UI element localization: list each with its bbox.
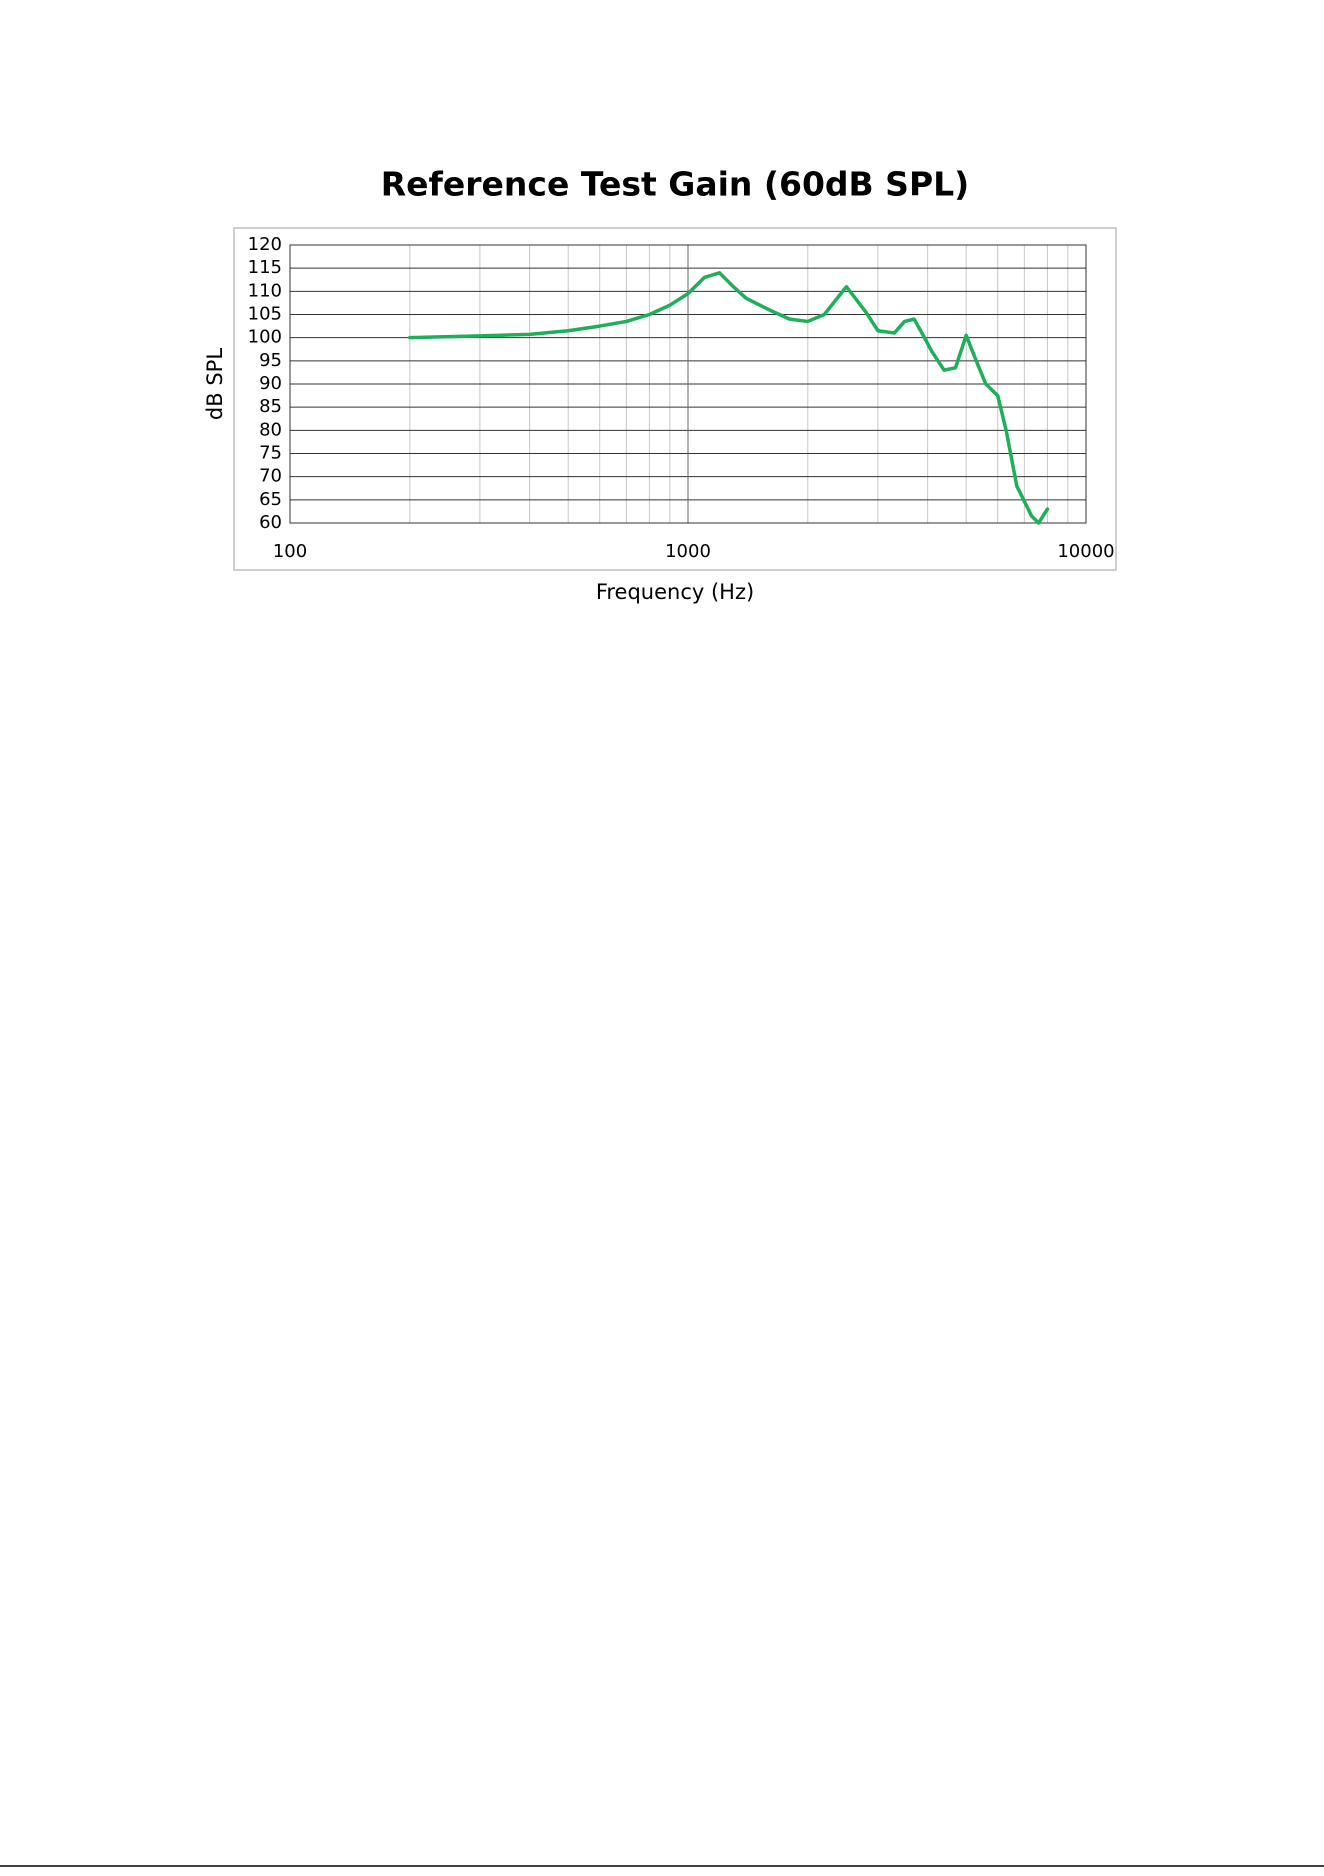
y-tick-label: 120 xyxy=(248,234,282,255)
y-tick-label: 90 xyxy=(259,373,282,394)
y-tick-label: 95 xyxy=(259,350,282,371)
x-tick-label: 10000 xyxy=(1057,541,1114,562)
x-tick-label: 100 xyxy=(273,541,307,562)
y-tick-label: 80 xyxy=(259,419,282,440)
y-axis-label: dB SPL xyxy=(203,348,227,420)
x-axis-label: Frequency (Hz) xyxy=(596,580,754,604)
y-tick-label: 110 xyxy=(248,280,282,301)
y-tick-label: 75 xyxy=(259,443,282,464)
y-tick-label: 105 xyxy=(248,304,282,325)
y-tick-label: 60 xyxy=(259,512,282,533)
y-tick-label: 100 xyxy=(248,327,282,348)
y-tick-label: 70 xyxy=(259,466,282,487)
y-tick-label: 115 xyxy=(248,257,282,278)
chart-frame xyxy=(233,227,1117,571)
x-tick-label: 1000 xyxy=(665,541,711,562)
data-line xyxy=(408,271,1050,525)
plot-border xyxy=(289,244,1087,524)
y-tick-label: 65 xyxy=(259,489,282,510)
chart-title: Reference Test Gain (60dB SPL) xyxy=(381,165,970,204)
y-tick-label: 85 xyxy=(259,396,282,417)
